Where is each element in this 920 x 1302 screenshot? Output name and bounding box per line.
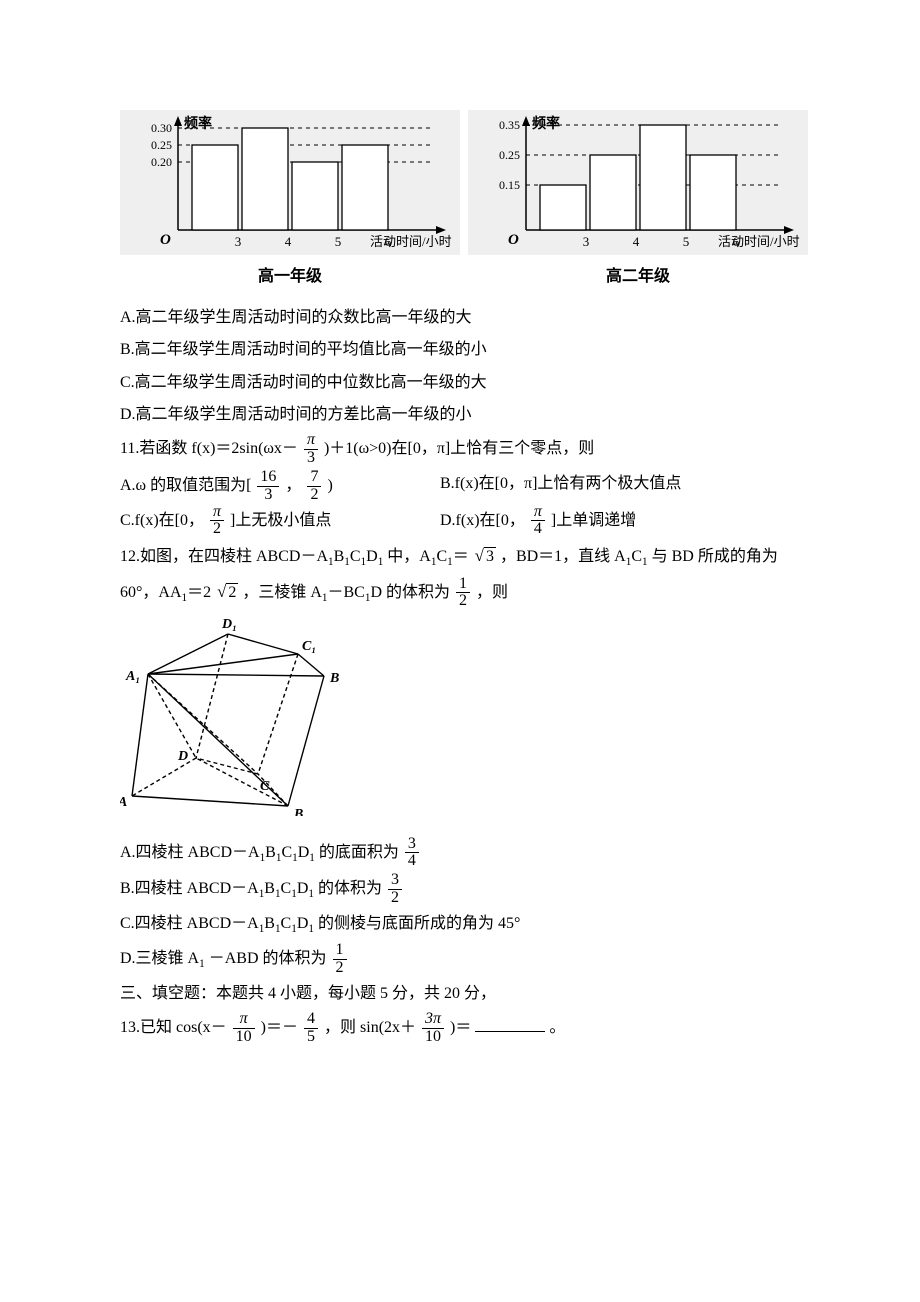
svg-text:A: A (120, 795, 127, 810)
q11-stem-a: 11.若函数 f(x)＝2sin(ωx－ (120, 440, 298, 457)
chart-grade1-caption: 高一年级 (120, 262, 460, 292)
frac-3-2: 32 (388, 872, 402, 907)
svg-text:5: 5 (335, 234, 342, 249)
q13-blank (475, 1015, 545, 1032)
q12-choice-a: A.四棱柱 ABCD－A1B1C1D1 的底面积为 34 (120, 836, 820, 871)
frac-pi-4: π4 (531, 504, 545, 539)
q11-stem-b: )＋1(ω>0)在[0，π]上恰有三个零点，则 (324, 440, 594, 457)
svg-text:6: 6 (733, 234, 740, 249)
svg-text:3: 3 (235, 234, 242, 249)
svg-text:频率: 频率 (532, 115, 560, 132)
q11-row-cd: C.f(x)在[0， π2 ]上无极小值点 D.f(x)在[0， π4 ]上单调… (120, 504, 820, 539)
chart-grade2: 频率活动时间/小时 O 0.15 0.25 0.35 3 4 5 6 高二年级 (468, 110, 808, 293)
svg-text:0.25: 0.25 (151, 138, 172, 152)
frac-pi-2: π2 (210, 504, 224, 539)
svg-text:4: 4 (285, 234, 292, 249)
q12-diagram: A₁ D₁ C₁ B₁ A D C B (120, 616, 820, 827)
chart-grade2-caption: 高二年级 (468, 262, 808, 292)
svg-text:活动时间/小时: 活动时间/小时 (718, 234, 800, 249)
q12-stem-2: 60°，AA1＝2 2 ，三棱锥 A1－BC1D 的体积为 12 ，则 (120, 576, 820, 611)
q11-choice-d: D.f(x)在[0， π4 ]上单调递增 (440, 504, 636, 539)
svg-text:3: 3 (583, 234, 590, 249)
svg-text:频率: 频率 (184, 115, 212, 132)
svg-text:C₁: C₁ (302, 639, 316, 654)
svg-text:0.20: 0.20 (151, 155, 172, 169)
q11-choice-a: A.ω 的取值范围为[ 163 ， 72 ) (120, 469, 440, 504)
q11-stem: 11.若函数 f(x)＝2sin(ωx－ π3 )＋1(ω>0)在[0，π]上恰… (120, 432, 820, 467)
svg-text:0.25: 0.25 (499, 148, 520, 162)
charts-row: 频率活动时间/小时 O 0.20 0.25 0.30 3 4 5 6 高一年级 频率活动时间/小… (120, 110, 820, 293)
exam-page: 频率活动时间/小时O0.200.250.303456 高一年级 频率活动时间/小… (0, 0, 920, 1108)
section-3-header: 三、填空题：本题共 4 小题，每小题 5 分，共 20 分， (120, 979, 820, 1009)
svg-text:5: 5 (683, 234, 690, 249)
q10-choice-c: C.高二年级学生周活动时间的中位数比高一年级的大 (120, 368, 820, 398)
frac-3pi-10: 3π10 (422, 1011, 444, 1046)
q12-choice-d: D.三棱锥 A1 －ABD 的体积为 12 (120, 942, 820, 977)
q11-choice-b: B.f(x)在[0，π]上恰有两个极大值点 (440, 469, 681, 504)
sqrt-3: 3 (473, 540, 496, 572)
q10-choice-a: A.高二年级学生周活动时间的众数比高一年级的大 (120, 303, 820, 333)
frac-pi-3: π3 (304, 432, 318, 467)
q11-choice-c: C.f(x)在[0， π2 ]上无极小值点 (120, 504, 440, 539)
frac-3-4: 34 (405, 836, 419, 871)
frac-16-3: 163 (257, 469, 279, 504)
frac-4-5: 45 (304, 1011, 318, 1046)
frac-1-2-b: 12 (333, 942, 347, 977)
svg-text:D: D (177, 749, 188, 764)
svg-text:O: O (508, 232, 519, 248)
frac-7-2: 72 (307, 469, 321, 504)
svg-text:0.30: 0.30 (151, 121, 172, 135)
frac-1-2-a: 12 (456, 576, 470, 611)
svg-text:D₁: D₁ (221, 617, 237, 632)
svg-text:O: O (160, 232, 171, 248)
sqrt-2: 2 (215, 576, 238, 608)
chart-grade1: 频率活动时间/小时 O 0.20 0.25 0.30 3 4 5 6 高一年级 (120, 110, 460, 293)
q10-choice-b: B.高二年级学生周活动时间的平均值比高一年级的小 (120, 335, 820, 365)
svg-text:4: 4 (633, 234, 640, 249)
q10-choice-d: D.高二年级学生周活动时间的方差比高一年级的小 (120, 400, 820, 430)
q12-choice-c: C.四棱柱 ABCD－A1B1C1D1 的侧棱与底面所成的角为 45° (120, 909, 820, 940)
q13-stem: 13.已知 cos(x－ π10 )＝－ 45 ，则 sin(2x＋ 3π10 … (120, 1011, 820, 1046)
svg-text:B₁: B₁ (329, 671, 340, 686)
q12-choice-b: B.四棱柱 ABCD－A1B1C1D1 的体积为 32 (120, 872, 820, 907)
svg-text:A₁: A₁ (125, 669, 140, 684)
svg-text:C: C (260, 779, 270, 794)
svg-text:活动时间/小时: 活动时间/小时 (370, 234, 452, 249)
svg-text:B: B (293, 807, 303, 816)
frac-pi-10: π10 (233, 1011, 255, 1046)
svg-text:0.15: 0.15 (499, 178, 520, 192)
q12-stem: 12.如图，在四棱柱 ABCD－A1B1C1D1 中，A1C1＝ 3 ，BD＝1… (120, 540, 820, 573)
svg-text:6: 6 (385, 234, 392, 249)
svg-text:0.35: 0.35 (499, 118, 520, 132)
q11-row-ab: A.ω 的取值范围为[ 163 ， 72 ) B.f(x)在[0，π]上恰有两个… (120, 469, 820, 504)
